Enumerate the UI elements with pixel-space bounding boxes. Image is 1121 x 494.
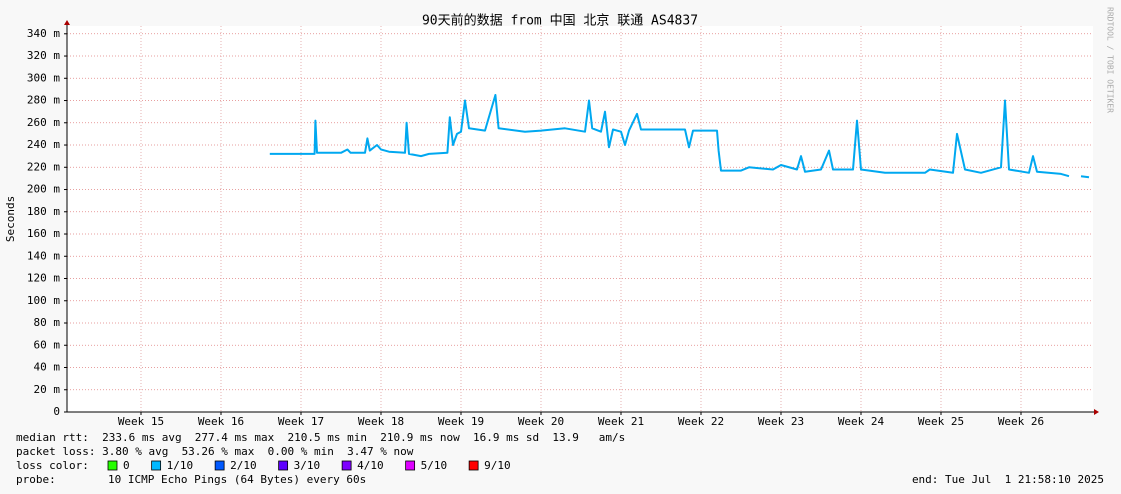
y-axis-label: Seconds (4, 196, 17, 242)
y-tick-label: 60 m (34, 338, 61, 351)
x-tick-label: Week 15 (118, 415, 164, 428)
plot-area (67, 26, 1093, 412)
y-tick-label: 220 m (27, 160, 60, 173)
y-tick-label: 180 m (27, 205, 60, 218)
probe-label: probe: (16, 473, 56, 486)
loss-legend: 0 1/10 2/10 3/10 4/10 5/10 9/10 (107, 459, 511, 472)
x-tick-label: Week 22 (678, 415, 724, 428)
y-tick-label: 200 m (27, 183, 60, 196)
loss-legend-entry: 0 (123, 459, 130, 472)
x-tick-label: Week 19 (438, 415, 484, 428)
x-tick-label: Week 17 (278, 415, 324, 428)
loss-legend-entry: 9/10 (484, 459, 511, 472)
y-tick-label: 0 (53, 405, 60, 418)
loss-label: loss color: (16, 459, 89, 472)
y-tick-label: 160 m (27, 227, 60, 240)
loss-swatch (151, 460, 162, 471)
end-time: end: Tue Jul 1 21:58:10 2025 (912, 473, 1104, 486)
x-arrow (1094, 409, 1099, 415)
marks (269, 94, 1090, 179)
x-tick-label: Week 26 (998, 415, 1044, 428)
loss-legend-entry: 4/10 (357, 459, 384, 472)
footer-line: median rtt: 233.6 ms avg 277.4 ms max 21… (16, 431, 625, 444)
y-arrow (64, 20, 70, 25)
y-tick-label: 300 m (27, 71, 60, 84)
rtt-line (269, 94, 1090, 179)
loss-legend-entry: 5/10 (421, 459, 448, 472)
footer-line: packet loss: 3.80 % avg 53.26 % max 0.00… (16, 445, 414, 458)
x-tick-label: Week 25 (918, 415, 964, 428)
chart-title: 90天前的数据 from 中国 北京 联通 AS4837 (422, 13, 698, 29)
x-tick-label: Week 24 (838, 415, 885, 428)
loss-swatch (341, 460, 352, 471)
x-tick-label: Week 18 (358, 415, 404, 428)
y-tick-label: 260 m (27, 116, 60, 129)
y-tick-label: 20 m (34, 383, 61, 396)
y-tick-label: 240 m (27, 138, 60, 151)
y-tick-label: 40 m (34, 361, 61, 374)
x-tick-label: Week 20 (518, 415, 564, 428)
watermark: RRDTOOL / TOBI OETIKER (1106, 7, 1115, 113)
y-tick-label: 120 m (27, 272, 60, 285)
loss-swatch (468, 460, 479, 471)
loss-legend-entry: 3/10 (294, 459, 321, 472)
loss-legend-entry: 1/10 (167, 459, 194, 472)
grid (64, 26, 1093, 415)
loss-swatch (214, 460, 225, 471)
y-tick-label: 340 m (27, 27, 60, 40)
loss-swatch (278, 460, 289, 471)
y-tick-label: 140 m (27, 249, 60, 262)
loss-legend-entry: 2/10 (230, 459, 257, 472)
probe: 10 ICMP Echo Pings (64 Bytes) every 60s (108, 473, 366, 486)
y-tick-label: 280 m (27, 94, 60, 107)
y-tick-label: 320 m (27, 49, 60, 62)
y-tick-label: 80 m (34, 316, 61, 329)
loss-swatch (405, 460, 416, 471)
loss-swatch (107, 460, 118, 471)
x-tick-label: Week 23 (758, 415, 804, 428)
x-tick-label: Week 16 (198, 415, 244, 428)
x-tick-label: Week 21 (598, 415, 644, 428)
y-tick-label: 100 m (27, 294, 60, 307)
